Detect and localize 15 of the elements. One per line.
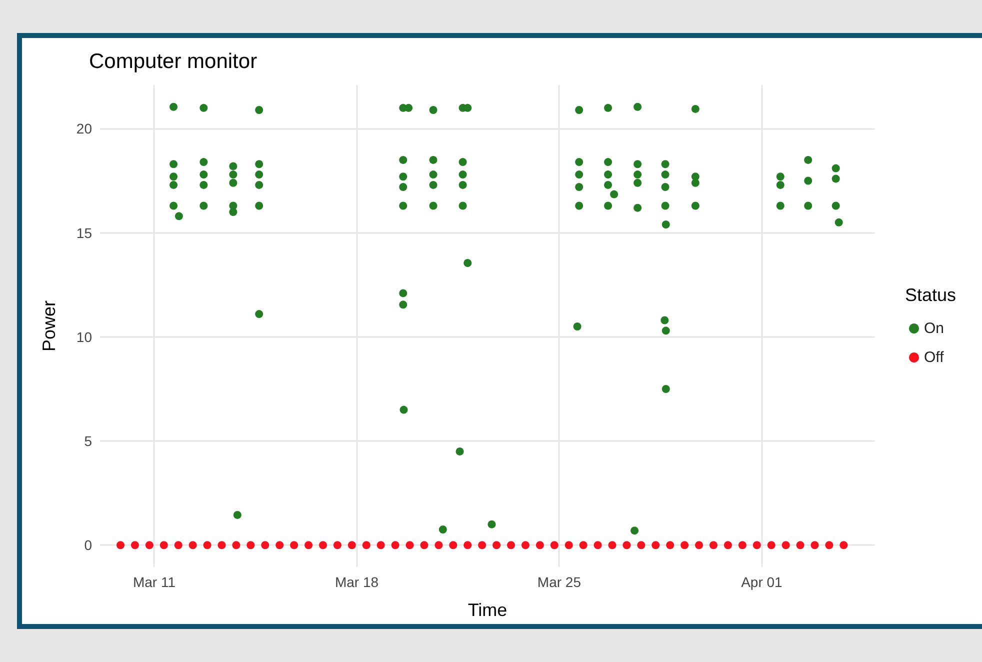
x-tick-label: Mar 11 (132, 574, 176, 590)
x-tick-label: Mar 18 (334, 574, 379, 590)
x-tick-label: Apr 01 (741, 574, 783, 590)
chart-title: Computer monitor (89, 50, 258, 73)
y-tick-label: 10 (76, 328, 92, 345)
legend-title: Status (905, 285, 956, 305)
legend-label: On (924, 320, 944, 337)
y-axis-title: Power (39, 300, 59, 352)
y-tick-label: 15 (76, 224, 92, 241)
y-tick-label: 20 (76, 120, 92, 137)
x-axis-title: Time (468, 600, 508, 620)
x-tick-label: Mar 25 (537, 574, 582, 590)
legend-label: Off (924, 349, 945, 366)
y-tick-label: 0 (84, 537, 92, 554)
y-tick-label: 5 (84, 433, 92, 450)
